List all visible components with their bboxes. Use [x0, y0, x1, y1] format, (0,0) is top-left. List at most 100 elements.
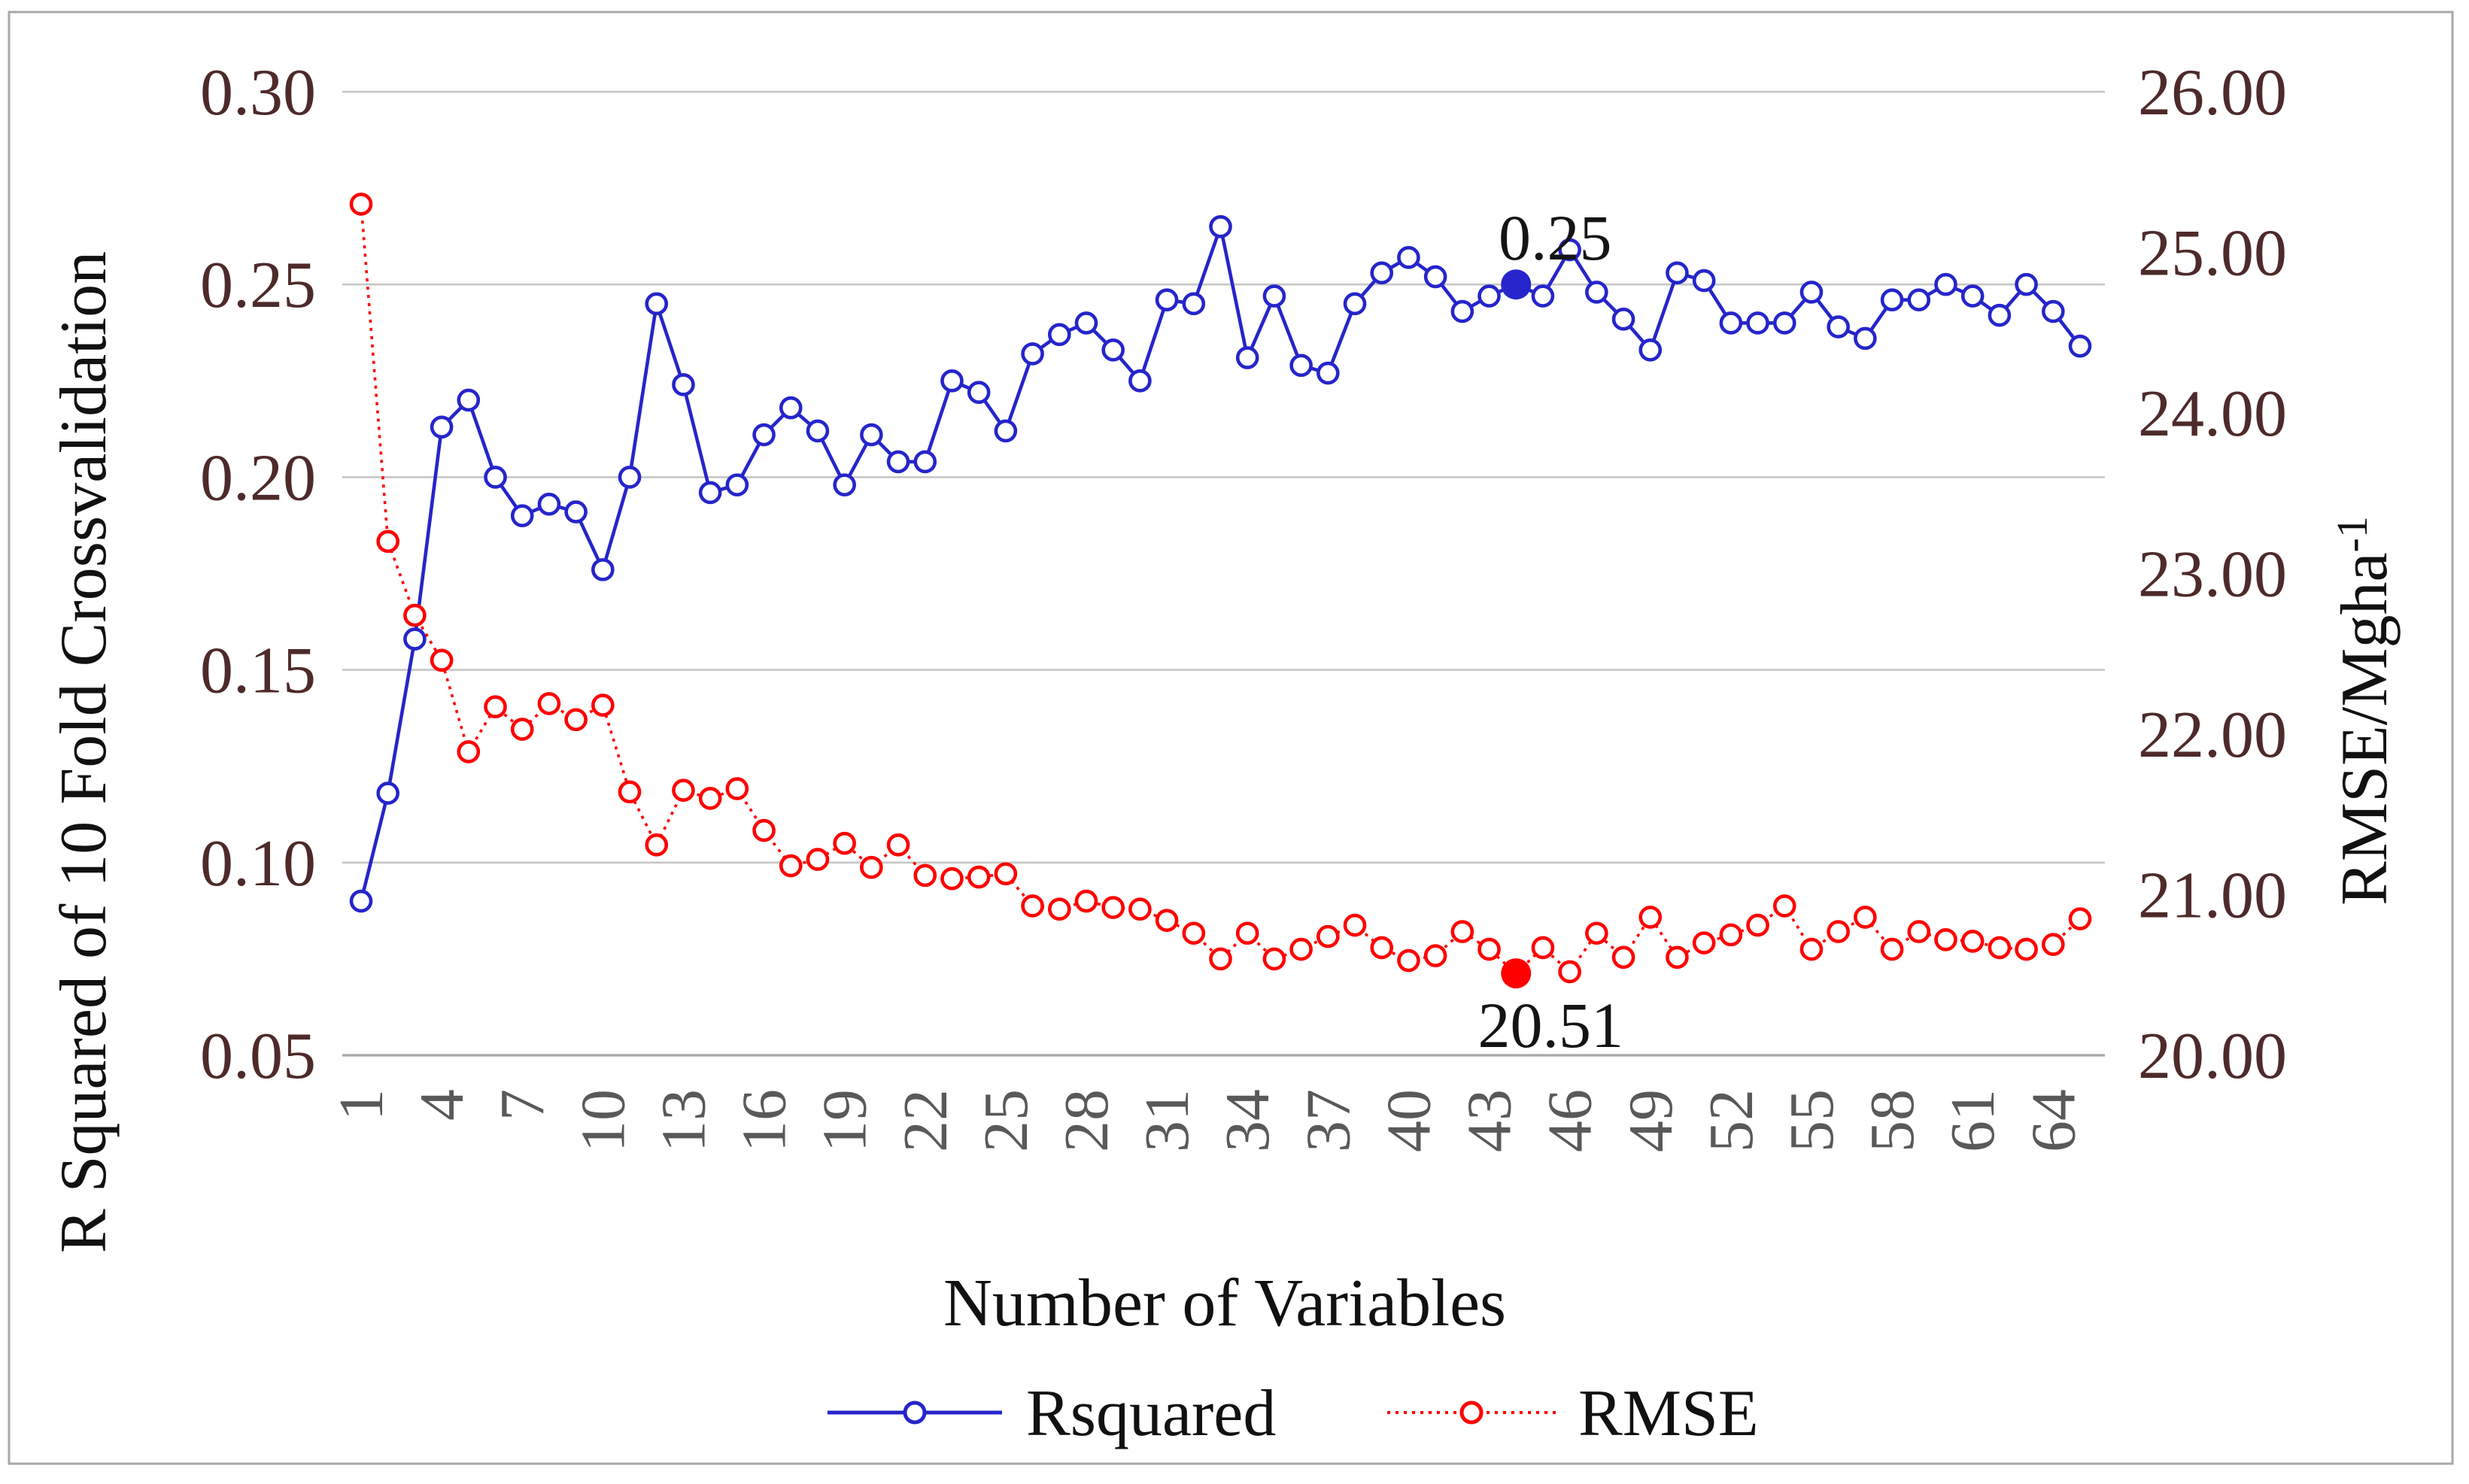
y-left-tick-label: 0.20 — [200, 442, 316, 514]
data-point — [1289, 937, 1313, 961]
data-point — [967, 865, 991, 889]
data-point — [1021, 342, 1044, 366]
data-point — [1262, 947, 1286, 971]
data-point — [913, 863, 937, 888]
data-point — [752, 818, 776, 842]
legend-item-rsquared: Rsquared — [828, 1377, 1276, 1450]
data-point — [591, 693, 615, 717]
legend-marker-rsquared-icon — [903, 1401, 927, 1425]
data-point — [349, 193, 373, 216]
data-point — [1988, 936, 2012, 960]
data-point — [1128, 897, 1152, 921]
data-point — [1397, 246, 1420, 269]
data-point — [1450, 920, 1474, 943]
data-point — [1692, 931, 1716, 954]
data-point — [1585, 281, 1608, 304]
x-axis-title: Number of Variables — [943, 1266, 1506, 1340]
data-point — [940, 866, 964, 891]
data-point — [1101, 896, 1125, 919]
data-point — [430, 415, 454, 439]
legend: Rsquared RMSE — [828, 1377, 1759, 1450]
data-point — [1477, 284, 1501, 308]
data-point — [537, 492, 561, 516]
figure-border — [8, 11, 2454, 1465]
data-point — [833, 831, 856, 855]
data-point — [672, 373, 695, 396]
data-point — [1316, 924, 1340, 948]
data-point — [1772, 311, 1796, 335]
data-point — [1960, 930, 1985, 953]
data-point — [376, 781, 400, 805]
data-point — [1719, 311, 1743, 335]
data-point — [1772, 894, 1796, 918]
data-point — [1880, 937, 1904, 961]
x-tick-label: 43 — [1455, 1089, 1525, 1152]
data-point — [1289, 354, 1313, 378]
data-point — [1638, 338, 1663, 362]
data-point — [1182, 292, 1206, 316]
data-point — [1074, 889, 1098, 913]
series-line-rsquared — [359, 220, 2082, 902]
y-left-tick-label: 0.10 — [200, 827, 316, 900]
data-point — [1370, 261, 1394, 285]
plot-gridlines — [342, 90, 2105, 864]
y-left-tick-label: 0.25 — [200, 249, 316, 322]
x-tick-label: 49 — [1616, 1089, 1686, 1152]
data-point — [1666, 945, 1689, 970]
data-point — [618, 780, 642, 804]
data-point — [1746, 311, 1769, 335]
data-point — [349, 889, 373, 913]
data-point — [1799, 281, 1824, 304]
x-tick-label: 22 — [891, 1089, 961, 1152]
data-point — [1343, 292, 1367, 316]
x-tick-label: 13 — [648, 1089, 718, 1152]
data-point — [1074, 311, 1098, 335]
data-point — [1423, 944, 1447, 967]
x-tick-label: 31 — [1132, 1089, 1202, 1152]
data-point — [1531, 284, 1555, 308]
data-point — [1128, 369, 1152, 393]
data-point — [1934, 927, 1957, 951]
y-axis-right-title: RMSE/Mgha-1 — [2328, 516, 2401, 906]
data-point — [2041, 933, 2065, 956]
x-tick-label: 61 — [1938, 1089, 2008, 1152]
data-point — [564, 708, 588, 732]
data-point — [1719, 923, 1743, 947]
y-left-tick-label: 0.05 — [200, 1020, 316, 1093]
data-point — [430, 648, 454, 672]
data-point — [1370, 936, 1394, 960]
data-point — [457, 388, 481, 412]
data-point — [1209, 947, 1232, 971]
x-tick-label: 28 — [1052, 1089, 1122, 1152]
data-point — [1155, 288, 1179, 311]
data-point — [860, 855, 883, 879]
y-axis-left-title: R Squared of 10 Fold Crossvalidation — [47, 251, 120, 1253]
data-point — [484, 695, 507, 719]
data-point — [1450, 299, 1474, 323]
data-point — [1827, 920, 1850, 943]
data-point — [403, 627, 427, 651]
x-tick-label: 16 — [730, 1089, 800, 1152]
legend-marker-rmse-icon — [1459, 1401, 1484, 1425]
data-point — [833, 473, 856, 496]
x-tick-label: 34 — [1213, 1089, 1283, 1152]
data-point — [1638, 906, 1663, 929]
legend-label-rmse: RMSE — [1578, 1377, 1759, 1450]
data-point — [1934, 272, 1957, 296]
data-point — [967, 381, 991, 404]
x-tick-label: 7 — [487, 1089, 557, 1121]
data-point — [1666, 261, 1689, 285]
data-point — [752, 423, 776, 447]
data-point — [1799, 937, 1824, 961]
data-point — [1182, 921, 1206, 945]
data-point — [1907, 288, 1931, 311]
data-point — [725, 473, 749, 496]
y-right-tick-label: 25.00 — [2138, 217, 2287, 290]
data-point — [1047, 323, 1071, 347]
data-point — [564, 500, 588, 523]
x-tick-label: 46 — [1535, 1089, 1605, 1152]
data-point — [2041, 299, 2065, 323]
series-line-rmse — [360, 204, 2082, 976]
